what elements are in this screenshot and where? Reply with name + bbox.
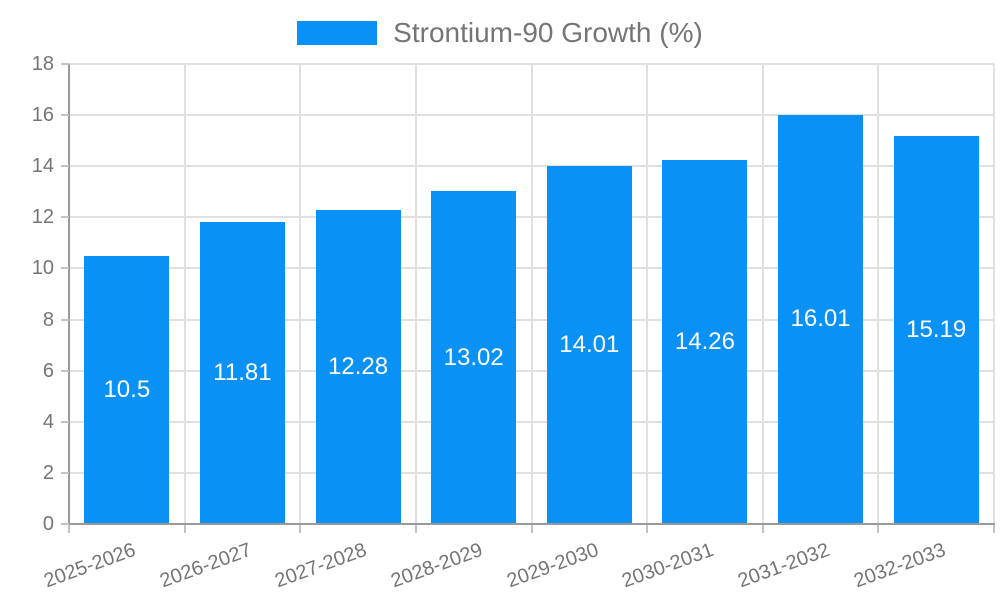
y-axis-line [68,64,70,524]
legend-swatch-icon [297,21,378,45]
y-axis-tick [61,114,69,117]
y-axis-tick-label: 12 [31,206,54,229]
y-axis-tick [61,216,69,219]
bar-2032-2033[interactable]: 15.19 [893,135,979,524]
bar-2030-2031[interactable]: 14.26 [662,159,748,524]
gridline-vertical [993,64,995,524]
bar-value-label: 14.01 [559,330,620,358]
x-axis-tick [183,525,186,533]
bar-2031-2032[interactable]: 16.01 [778,114,864,524]
y-axis-tick-label: 0 [42,513,54,535]
bar-2028-2029[interactable]: 13.02 [431,191,517,524]
legend[interactable]: Strontium-90 Growth (%) [0,18,1000,48]
plot-area: 10.5 11.81 12.28 13.02 14.01 14.26 16.01 15.19 [69,63,995,524]
x-axis-tick [646,525,649,533]
x-axis-tick [761,525,764,533]
y-axis-tick [61,267,69,270]
y-axis-tick [61,523,69,525]
x-axis-tick-label: 2031-2032 [735,538,833,593]
x-axis-tick [299,525,302,533]
x-axis-tick-label: 2032-2033 [850,538,949,593]
y-axis-tick [61,420,69,423]
gridline-vertical [646,64,649,524]
y-axis-tick-label: 18 [31,53,54,75]
y-axis-tick [61,318,69,321]
bar-value-label: 12.28 [328,353,389,381]
y-axis-tick-label: 14 [31,155,54,178]
y-axis-tick-label: 2 [42,461,54,484]
x-axis-tick-label: 2027-2028 [272,538,370,593]
y-axis-tick [61,369,69,372]
y-axis-tick-label: 16 [31,104,54,127]
bar-value-label: 10.5 [103,375,151,403]
y-axis-tick-label: 8 [42,308,54,331]
gridline-vertical [183,64,186,524]
x-axis-line [68,523,995,525]
bar-value-label: 16.01 [790,305,851,333]
bar-2027-2028[interactable]: 12.28 [315,210,401,524]
bar-value-label: 13.02 [443,343,504,371]
x-axis-tick [993,525,995,533]
x-axis-tick-label: 2030-2031 [619,538,717,593]
x-axis-tick-label: 2028-2029 [388,538,486,593]
x-axis-tick-label: 2029-2030 [503,538,602,593]
x-axis-tick-label: 2025-2026 [41,538,139,593]
gridline-vertical [299,64,302,524]
bar-value-label: 11.81 [213,359,272,387]
y-axis-tick-label: 6 [42,359,54,382]
gridline-vertical [530,64,533,524]
y-axis-tick [61,165,69,168]
y-axis-tick [61,63,69,65]
y-axis-tick [61,471,69,474]
gridline-vertical [877,64,880,524]
bar-2026-2027[interactable]: 11.81 [199,222,285,524]
x-axis-tick [68,525,70,533]
bar-2025-2026[interactable]: 10.5 [84,255,170,524]
x-axis-tick [877,525,880,533]
gridline-vertical [761,64,764,524]
bar-value-label: 14.26 [674,327,735,355]
y-axis-tick-label: 10 [31,257,54,280]
y-axis-tick-label: 4 [42,410,54,433]
x-axis-tick-label: 2026-2027 [156,538,255,593]
x-axis-tick [414,525,417,533]
bar-2029-2030[interactable]: 14.01 [546,165,632,524]
bar-value-label: 15.19 [906,315,967,343]
x-axis-tick [530,525,533,533]
gridline-vertical [414,64,417,524]
legend-label: Strontium-90 Growth (%) [393,17,703,48]
